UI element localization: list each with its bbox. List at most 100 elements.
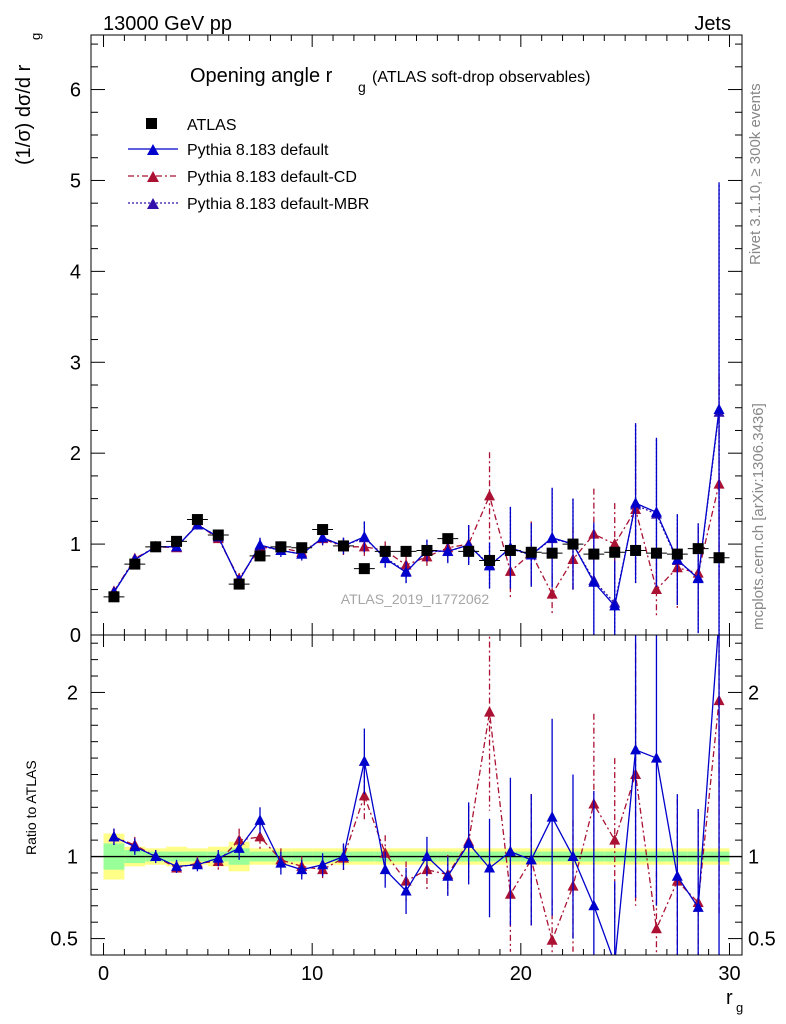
legend-marker-atlas — [146, 118, 157, 129]
ratio-default-line — [114, 619, 719, 964]
ratio-default-point — [380, 864, 391, 875]
atlas-point — [234, 579, 245, 590]
ratio-cd-point — [484, 706, 495, 717]
legend-label-mbr: Pythia 8.183 default-MBR — [187, 196, 369, 213]
default-point — [588, 576, 599, 587]
cd-series — [108, 375, 724, 619]
atlas-point — [547, 548, 558, 559]
main-y-tick-label: 2 — [70, 443, 81, 465]
x-axis-label: r — [726, 987, 733, 1009]
atlas-point — [651, 548, 662, 559]
ratio-default-point — [547, 811, 558, 822]
atlas-point — [108, 591, 119, 602]
legend-label-default: Pythia 8.183 default — [187, 142, 329, 159]
x-tick-label: 10 — [301, 963, 323, 985]
ratio-cd-point — [547, 934, 558, 945]
atlas-point — [484, 555, 495, 566]
header-collision-label: 13000 GeV pp — [103, 13, 232, 35]
atlas-point — [213, 530, 224, 541]
ratio-y-tick-label-right: 2 — [748, 682, 759, 704]
ratio-default-point — [651, 752, 662, 763]
atlas-point — [567, 539, 578, 550]
ratio-default-point — [255, 814, 266, 825]
default-point — [651, 506, 662, 516]
atlas-point — [192, 514, 203, 525]
default-series — [108, 182, 724, 651]
main-y-tick-label: 5 — [70, 170, 81, 192]
atlas-point — [693, 543, 704, 554]
plot-title: Opening angle r — [190, 65, 333, 87]
ratio-default-point — [609, 957, 620, 968]
ratio-cd-point — [651, 923, 662, 934]
ratio-y-tick-label: 2 — [67, 682, 78, 704]
atlas-point — [359, 563, 370, 574]
default-point — [630, 497, 641, 508]
ratio-default-point — [630, 744, 641, 755]
y-axis-label-ratio: Ratio to ATLAS — [23, 760, 39, 855]
mbr-series — [108, 185, 724, 649]
atlas-point — [609, 547, 620, 558]
atlas-point — [588, 549, 599, 560]
default-point — [714, 404, 725, 415]
ratio-default-series — [108, 208, 724, 1024]
atlas-point — [171, 536, 182, 547]
ratio-frame — [91, 635, 742, 955]
main-y-tick-label: 0 — [70, 625, 81, 647]
atlas-point — [463, 546, 474, 557]
plot-title-suffix: (ATLAS soft-drop observables) — [372, 69, 590, 86]
x-axis-label-subscript: g — [736, 1000, 743, 1015]
ratio-cd-series — [108, 487, 724, 992]
ratio-default-point — [463, 837, 474, 848]
atlas-point — [421, 545, 432, 556]
default-point — [255, 539, 266, 550]
header-process-label: Jets — [694, 13, 731, 35]
atlas-point — [714, 552, 725, 563]
ratio-y-tick-label-right: 0.5 — [748, 929, 776, 951]
legend-label-atlas: ATLAS — [187, 117, 237, 134]
atlas-point — [672, 549, 683, 560]
ratio-cd-point — [609, 834, 620, 845]
default-point — [547, 532, 558, 543]
atlas-point — [129, 559, 140, 570]
main-y-tick-label: 3 — [70, 352, 81, 374]
ratio-panel: 0 10 20 30 0.5 0.5 1 1 2 2 — [50, 208, 776, 1024]
atlas-point — [296, 542, 307, 553]
ratio-y-tick-label-right: 1 — [748, 847, 759, 869]
atlas-point — [338, 540, 349, 551]
atlas-point — [442, 533, 453, 544]
y-axis-label-subscript: g — [28, 33, 43, 40]
mbr-line — [114, 412, 719, 603]
rivet-version-label: Rivet 3.1.10, ≥ 300k events — [747, 83, 764, 265]
x-tick-label: 30 — [718, 963, 740, 985]
atlas-point — [255, 550, 266, 561]
cd-point — [484, 490, 495, 501]
mcplots-label: mcplots.cern.ch [arXiv:1306.3436] — [750, 403, 767, 630]
atlas-point — [275, 541, 286, 552]
cd-point — [547, 588, 558, 599]
atlas-point — [630, 545, 641, 556]
atlas-point — [317, 524, 328, 535]
atlas-point — [150, 541, 161, 552]
ratio-default-point — [672, 870, 683, 881]
main-panel: 0 1 2 3 4 5 6 — [70, 35, 742, 651]
legend-label-cd: Pythia 8.183 default-CD — [187, 169, 357, 186]
atlas-point — [401, 546, 412, 557]
y-axis-label-text: (1/σ) dσ/d r — [13, 64, 35, 165]
main-y-tick-label: 6 — [70, 80, 81, 102]
main-y-tick-label: 1 — [70, 534, 81, 556]
default-line — [114, 410, 719, 606]
atlas-point — [505, 545, 516, 556]
y-axis-label-main: (1/σ) dσ/d r g — [13, 33, 43, 165]
ratio-y-tick-label: 1 — [67, 847, 78, 869]
ratio-default-point — [588, 900, 599, 911]
x-tick-label: 20 — [510, 963, 532, 985]
ratio-default-point — [129, 841, 140, 852]
atlas-point — [526, 547, 537, 558]
atlas-point — [380, 546, 391, 557]
ratio-default-point — [359, 755, 370, 766]
chart-canvas: 13000 GeV pp Jets 0 1 2 3 4 5 6 0 10 20 30 0.5 0.5 1… — [0, 0, 786, 1024]
default-point — [359, 531, 370, 542]
main-y-tick-label: 4 — [70, 261, 81, 283]
plot-title-subscript: g — [358, 79, 366, 95]
ratio-y-tick-label: 0.5 — [50, 929, 78, 951]
